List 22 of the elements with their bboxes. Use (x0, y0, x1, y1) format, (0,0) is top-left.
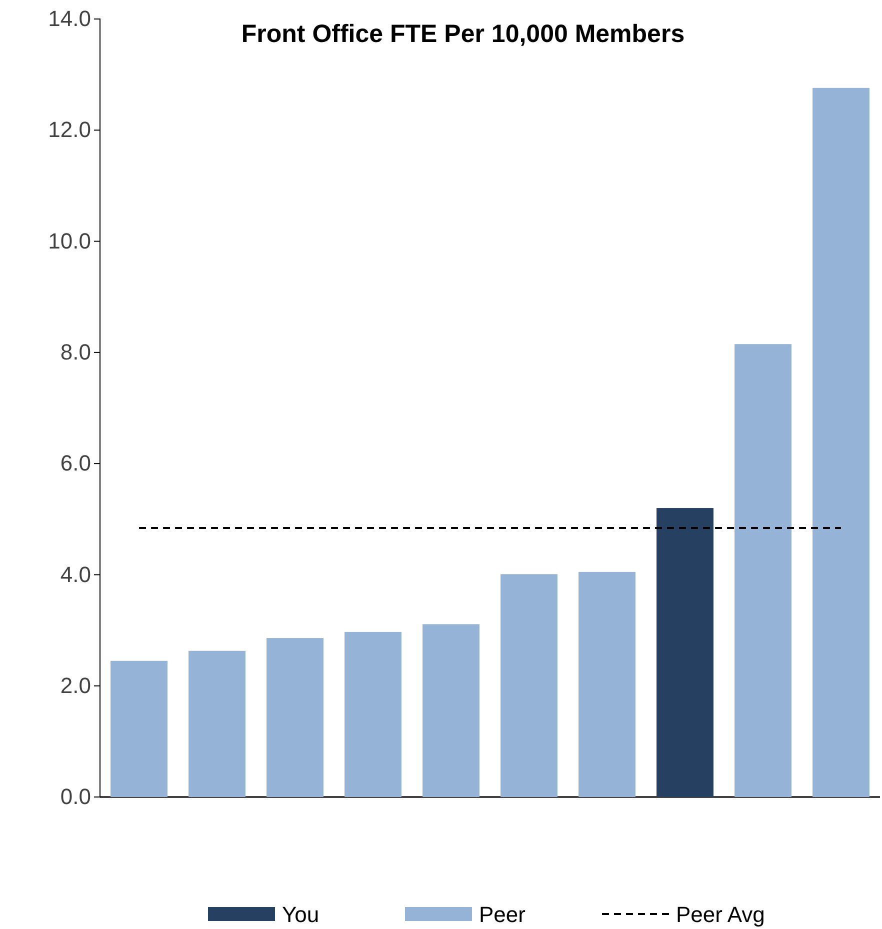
bar (110, 660, 168, 797)
bar (344, 632, 402, 797)
bar (422, 624, 480, 797)
y-tick-label: 8.0 (60, 339, 91, 364)
y-tick-label: 4.0 (60, 562, 91, 587)
y-tick-label: 14.0 (48, 6, 91, 32)
bar (734, 344, 792, 797)
bar (656, 508, 714, 797)
legend-label: Peer (479, 902, 526, 927)
bar (188, 650, 246, 797)
y-tick-label: 6.0 (60, 450, 91, 476)
y-tick-label: 10.0 (48, 228, 91, 254)
legend-label: You (282, 902, 320, 927)
bar (578, 572, 636, 797)
y-tick-label: 12.0 (48, 117, 91, 142)
bar (812, 88, 870, 797)
bar (500, 574, 558, 797)
legend-label: Peer Avg (676, 902, 765, 927)
y-tick-label: 2.0 (60, 672, 91, 698)
y-tick-label: 0.0 (60, 784, 91, 810)
bar (266, 638, 324, 797)
chart-title: Front Office FTE Per 10,000 Members (241, 20, 685, 48)
